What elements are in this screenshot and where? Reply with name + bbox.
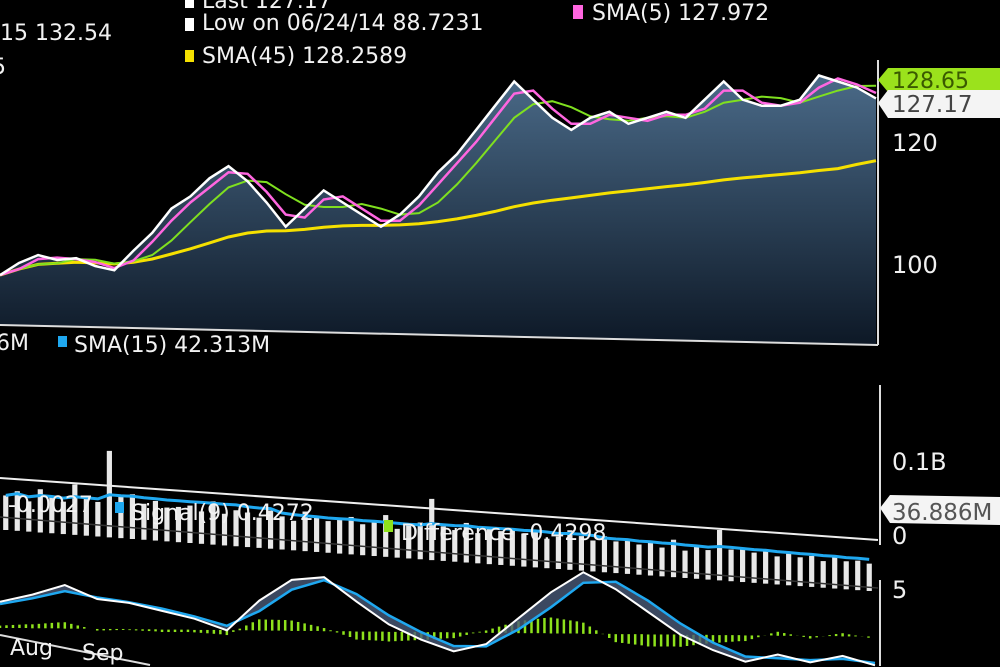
price-area [0,75,876,345]
price-line [0,74,877,277]
signal-line [0,578,876,665]
volume-value-label-bg [880,495,1000,525]
legend-vol-sma-swatch [58,336,67,347]
legend-difference: Difference -0.4298 [401,521,606,546]
legend-sma45: SMA(45) 128.2589 [202,44,407,69]
macd-signal-fill [0,572,875,666]
legend-signal: Signal(9) 0.4272 [131,501,314,526]
legend-vol-sma15: SMA(15) 42.313M [74,333,270,358]
legend-low: Low on 06/24/14 88.7231 [202,11,484,36]
y-tick-100: 100 [892,251,938,279]
legend-low-swatch [185,18,194,31]
legend-high: 15 132.54 [0,21,112,46]
legend-sma45-swatch [185,50,194,62]
price-panel-border [0,324,879,346]
y-tick-5: 5 [892,576,907,604]
legend-partial: 5 [0,55,6,80]
macd-line [0,571,876,667]
volume-panel [0,385,881,591]
last-price-label-bg [878,90,1000,118]
macd-top-border [0,516,879,589]
sma15-line [0,84,877,277]
y-tick-120: 120 [892,129,938,157]
x-label-aug: Aug [10,636,53,661]
sma15-price-label: 128.65 [892,69,969,94]
legend-sma5-swatch [573,5,583,19]
y-tick-0.1B: 0.1B [892,448,947,476]
sma45-line [0,159,877,277]
legend-volume: 6M [0,331,29,356]
legend-signal-swatch [115,502,124,513]
sma5-line [0,77,877,277]
legend-sma5: SMA(5) 127.972 [592,1,769,26]
volume-panel-border [0,477,879,541]
y-tick-0: 0 [892,522,907,550]
legend-last: Last 127.17 [202,0,332,14]
volume-value-label: 36.886M [892,500,992,526]
x-label-sep: Sep [82,641,123,666]
legend-last-swatch [185,0,194,8]
macd-panel [0,516,881,667]
price-panel [0,60,879,346]
last-price-label: 127.17 [892,92,972,118]
sma15-price-label-bg [878,68,1000,92]
macd-bottom-border [0,634,151,666]
legend-difference-swatch [384,520,393,532]
volume-sma15-line [5,492,870,561]
legend-macd: -0.0027 [8,493,93,518]
